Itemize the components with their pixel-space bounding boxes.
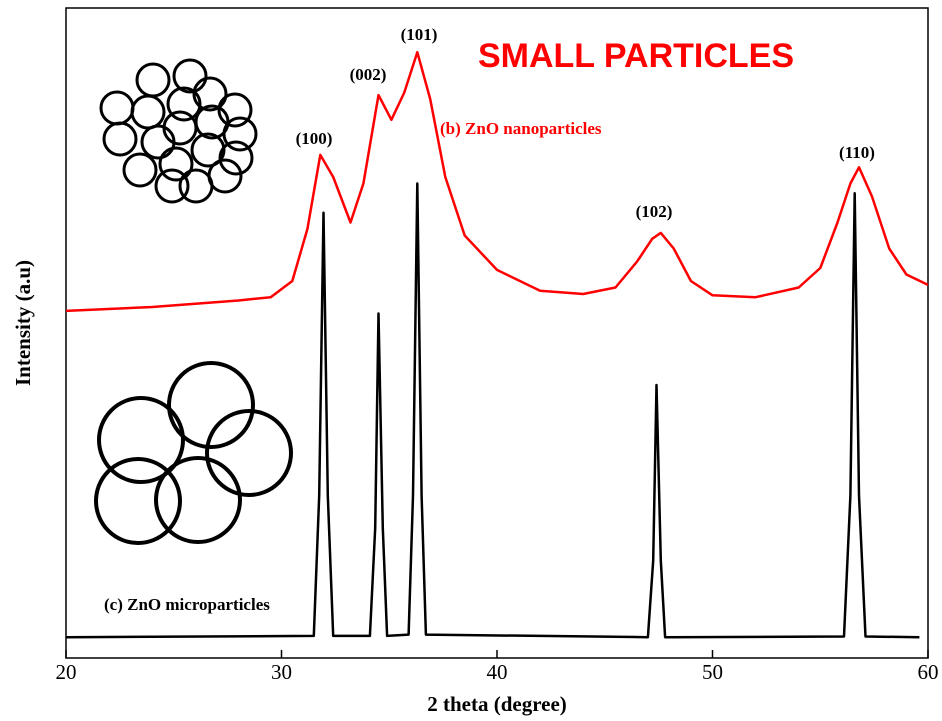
- x-tick-label: 30: [271, 660, 292, 684]
- series-label: (b) ZnO nanoparticles: [440, 119, 602, 138]
- plot-frame: [66, 8, 928, 658]
- y-axis-title: Intensity (a.u): [11, 260, 35, 386]
- peak-label: (100): [296, 129, 333, 148]
- peak-label: (002): [350, 65, 387, 84]
- x-axis-title: 2 theta (degree): [427, 692, 567, 716]
- x-tick-label: 60: [918, 660, 939, 684]
- x-tick-label: 50: [702, 660, 723, 684]
- x-tick-label: 40: [487, 660, 508, 684]
- chart-title: SMALL PARTICLES: [478, 37, 794, 75]
- peak-label: (102): [636, 202, 673, 221]
- peak-label: (101): [401, 25, 438, 44]
- chart: SMALL PARTICLES 2 theta (degree) Intensi…: [0, 0, 942, 721]
- small-particles-icon: [101, 60, 256, 202]
- series-label: (c) ZnO microparticles: [104, 595, 270, 614]
- micro-particles-icon: [96, 363, 291, 543]
- peak-label: (110): [839, 143, 875, 162]
- x-tick-label: 20: [56, 660, 77, 684]
- data-line: [66, 184, 919, 638]
